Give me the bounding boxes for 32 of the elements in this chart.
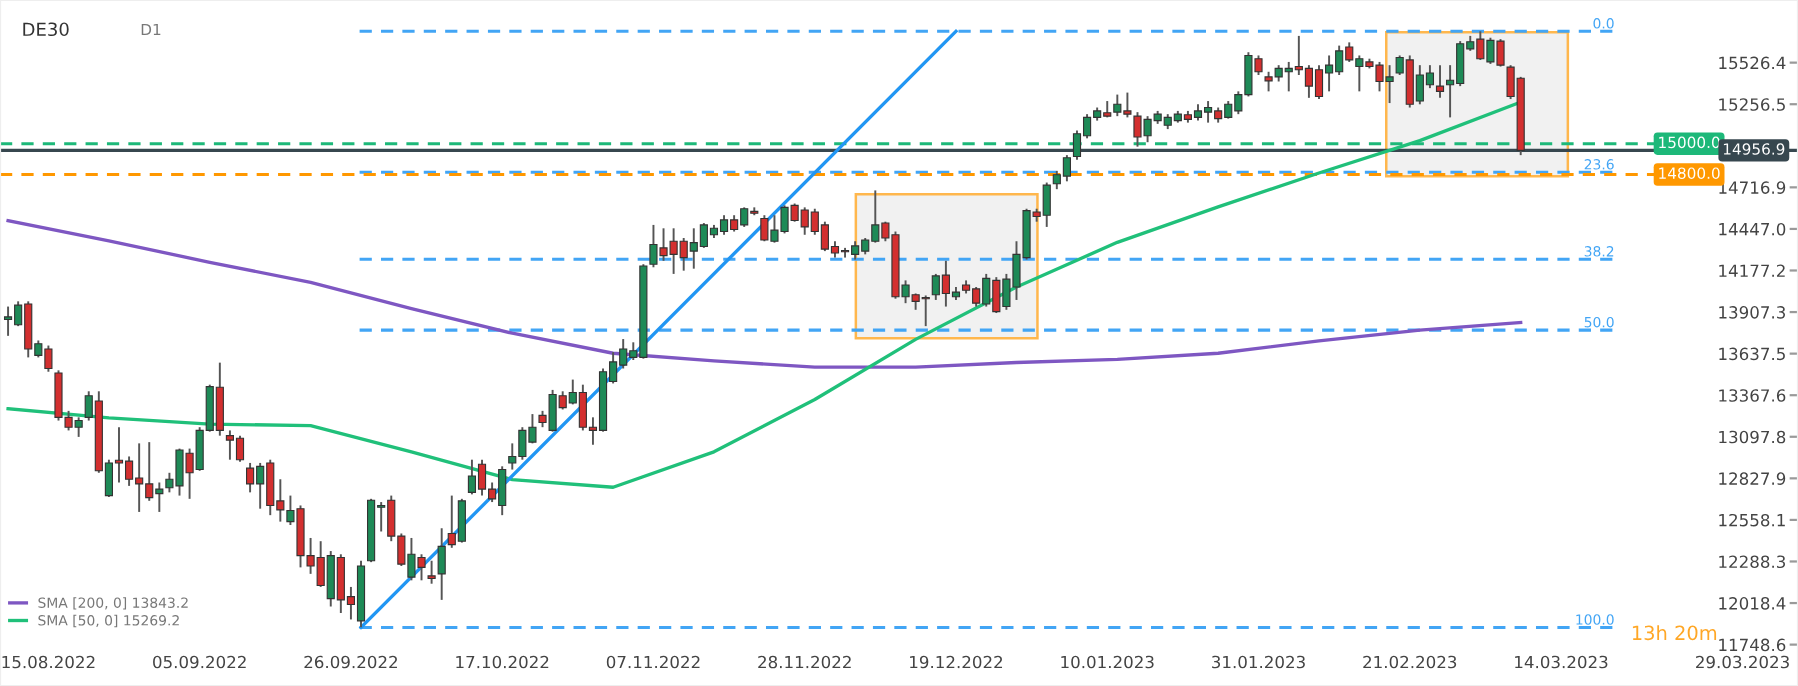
x-tick-label: 10.01.2023 xyxy=(1061,655,1154,669)
y-tick-label: 13907.3 xyxy=(1719,306,1786,319)
x-tick-label: 19.12.2022 xyxy=(910,655,1003,669)
candlestick xyxy=(427,559,436,585)
y-tick-label: 12827.9 xyxy=(1719,472,1786,485)
y-tick-label: 11748.6 xyxy=(1719,638,1786,652)
x-tick-label: 29.03.2023 xyxy=(1696,655,1789,669)
y-tick-label: 13367.6 xyxy=(1719,389,1786,402)
y-tick-label: 12018.4 xyxy=(1719,597,1786,610)
candlestick xyxy=(437,527,446,601)
y-tick-label: 14447.0 xyxy=(1719,222,1786,236)
y-tick-label: 15526.4 xyxy=(1719,56,1786,70)
annotation: 13h 20m xyxy=(1632,625,1717,641)
line-series xyxy=(6,219,1523,369)
x-tick-label: 05.09.2022 xyxy=(153,655,246,669)
x-tick-label: 17.10.2022 xyxy=(456,655,549,669)
y-tick-label: 15256.5 xyxy=(1719,98,1785,111)
x-tick-label: 28.11.2022 xyxy=(758,655,851,669)
x-tick-label: 14.03.2023 xyxy=(1515,655,1608,669)
x-tick-label: 15.08.2022 xyxy=(2,655,95,669)
candlestick xyxy=(1435,64,1445,99)
x-tick-label: 07.11.2022 xyxy=(606,655,700,669)
y-tick-label: 13097.8 xyxy=(1719,430,1786,444)
text: DE30 xyxy=(23,22,69,37)
x-tick-label: 26.09.2022 xyxy=(304,655,397,669)
y-tick-label: 12558.1 xyxy=(1719,513,1785,527)
y-tick-label: 12288.3 xyxy=(1719,555,1786,569)
x-tick-label: 31.01.2023 xyxy=(1212,655,1305,669)
y-tick-label: 14716.9 xyxy=(1719,181,1786,194)
y-tick-label: 14177.2 xyxy=(1719,264,1785,277)
x-tick-label: 21.02.2023 xyxy=(1363,655,1457,669)
y-tick-label: 13637.5 xyxy=(1719,347,1785,361)
